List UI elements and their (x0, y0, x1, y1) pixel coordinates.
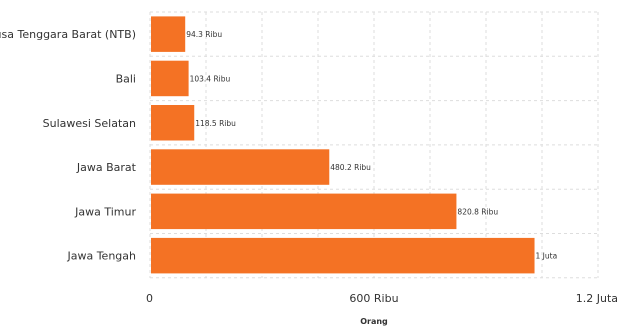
x-tick-label: 0 (146, 292, 153, 305)
bar[interactable] (151, 105, 195, 141)
data-labels: 94.3 Ribu 103.4 Ribu 118.5 Ribu 480.2 Ribu 8… (186, 30, 558, 261)
bar[interactable] (151, 193, 457, 230)
x-tick-labels: 0 600 Ribu 1.2 Juta (146, 292, 618, 305)
x-tick-label: 600 Ribu (349, 292, 398, 305)
bars (151, 16, 535, 274)
data-label: 1 Juta (536, 252, 558, 261)
category-label: Sulawesi Selatan (43, 117, 136, 130)
category-label: Jawa Tengah (66, 250, 136, 263)
category-labels: Nusa Tenggara Barat (NTB) Bali Sulawesi Se… (0, 28, 137, 263)
bar[interactable] (151, 237, 535, 274)
category-label: Jawa Timur (74, 205, 136, 218)
data-label: 820.8 Ribu (457, 207, 498, 216)
data-label: 480.2 Ribu (330, 163, 371, 172)
bar[interactable] (151, 149, 330, 185)
category-label: Jawa Barat (76, 161, 137, 174)
data-label: 118.5 Ribu (195, 119, 236, 128)
category-label: Nusa Tenggara Barat (NTB) (0, 28, 136, 41)
data-label: 103.4 Ribu (190, 74, 231, 83)
data-label: 94.3 Ribu (186, 30, 222, 39)
x-axis-title: Orang (360, 317, 388, 326)
x-tick-label: 1.2 Juta (576, 292, 618, 305)
bar[interactable] (151, 16, 186, 52)
category-label: Bali (116, 72, 136, 85)
grid-lines (149, 11, 599, 279)
bar[interactable] (151, 60, 189, 97)
